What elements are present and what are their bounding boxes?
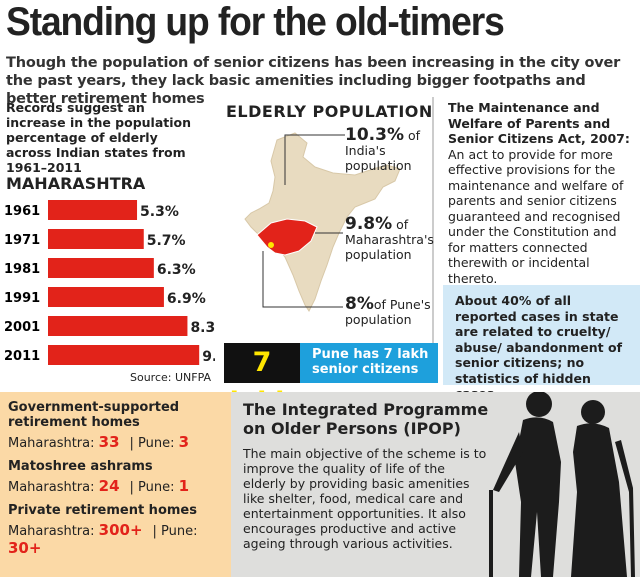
home-value: 300+ (98, 521, 143, 539)
value-label: 6.3% (157, 262, 196, 278)
note-text: of Pune's population (345, 297, 431, 327)
home-label: Maharashtra: (8, 480, 95, 495)
map-note: 10.3% of India's population (345, 125, 445, 174)
home-title: Government-supported retirement homes (8, 400, 180, 430)
value-label: 9.0% (202, 349, 215, 365)
highlight-text: Pune has 7 lakh senior citizens (300, 343, 438, 383)
note-value: 9.8% (345, 214, 393, 234)
bar (48, 200, 138, 220)
ipop-title: The Integrated Programme on Older Person… (243, 400, 489, 438)
title: Standing up for the old-timers (6, 0, 505, 44)
home-row: Maharashtra: 33 | Pune: 3 (8, 433, 225, 451)
silhouettes (489, 392, 635, 577)
home-title: Private retirement homes (8, 503, 197, 518)
home-value: 1 (178, 477, 190, 495)
category-label: 1971 (4, 233, 40, 248)
home-title: Matoshree ashrams (8, 459, 153, 474)
chart-title: MAHARASHTRA (6, 174, 146, 193)
map-note: 9.8% of Maharashtra's population (345, 214, 445, 263)
category-label: 1961 (4, 204, 40, 219)
home-label: Maharashtra: (8, 436, 95, 451)
note-value: 8% (345, 294, 374, 314)
bar (48, 229, 144, 249)
note-text: of Maharashtra's population (345, 217, 434, 262)
ipop-text: The main objective of the scheme is to i… (243, 446, 487, 551)
subtitle: Though the population of senior citizens… (6, 55, 621, 107)
note-text: of India's population (345, 128, 421, 173)
value-label: 5.7% (147, 233, 186, 249)
category-label: 2001 (4, 320, 40, 335)
act-text: An act to provide for more effective pro… (448, 146, 624, 286)
act-title: The Maintenance and Welfare of Parents a… (448, 100, 630, 146)
value-label: 5.3% (140, 204, 179, 220)
bar (48, 345, 200, 365)
map-title: ELDERLY POPULATION (226, 102, 433, 121)
home-value: 33 (98, 433, 120, 451)
pointer (262, 251, 343, 308)
homes-panel: Government-supported retirement homes Mah… (0, 392, 231, 577)
chart-intro: Records suggest an increase in the popul… (6, 100, 192, 175)
pune-dot (268, 242, 274, 248)
map (244, 97, 434, 345)
home-label: | Pune: (129, 480, 175, 495)
note-value: 10.3% (345, 125, 404, 145)
home-row: Maharashtra: 300+ | Pune: 30+ (8, 521, 225, 557)
pointer (284, 134, 345, 185)
category-label: 1991 (4, 291, 40, 306)
bar (48, 258, 154, 278)
map-note: 8%of Pune's population (345, 294, 445, 328)
act-block: The Maintenance and Welfare of Parents a… (448, 100, 636, 286)
callout: About 40% of all reported cases in state… (443, 285, 640, 401)
home-row: Maharashtra: 24 | Pune: 1 (8, 477, 225, 495)
home-value: 30+ (8, 539, 42, 557)
bar (48, 287, 164, 307)
value-label: 8.3% (190, 320, 215, 336)
home-label: Maharashtra: (8, 524, 95, 539)
bar (48, 316, 188, 336)
bar-chart: 1961 5.3% 1971 5.7% 1981 6.3% 1991 6.9% 2001 8.3%… (4, 200, 215, 365)
value-label: 6.9% (167, 291, 206, 307)
category-label: 1981 (4, 262, 40, 277)
home-value: 24 (98, 477, 120, 495)
home-label: | Pune: (152, 524, 198, 539)
source: Source: UNFPA (130, 371, 212, 384)
ipop-panel (231, 392, 640, 577)
category-label: 2011 (4, 349, 40, 364)
home-value: 3 (178, 433, 190, 451)
highlight-value: 7 lakh (224, 343, 300, 418)
home-label: | Pune: (129, 436, 175, 451)
india-shape (244, 132, 401, 312)
